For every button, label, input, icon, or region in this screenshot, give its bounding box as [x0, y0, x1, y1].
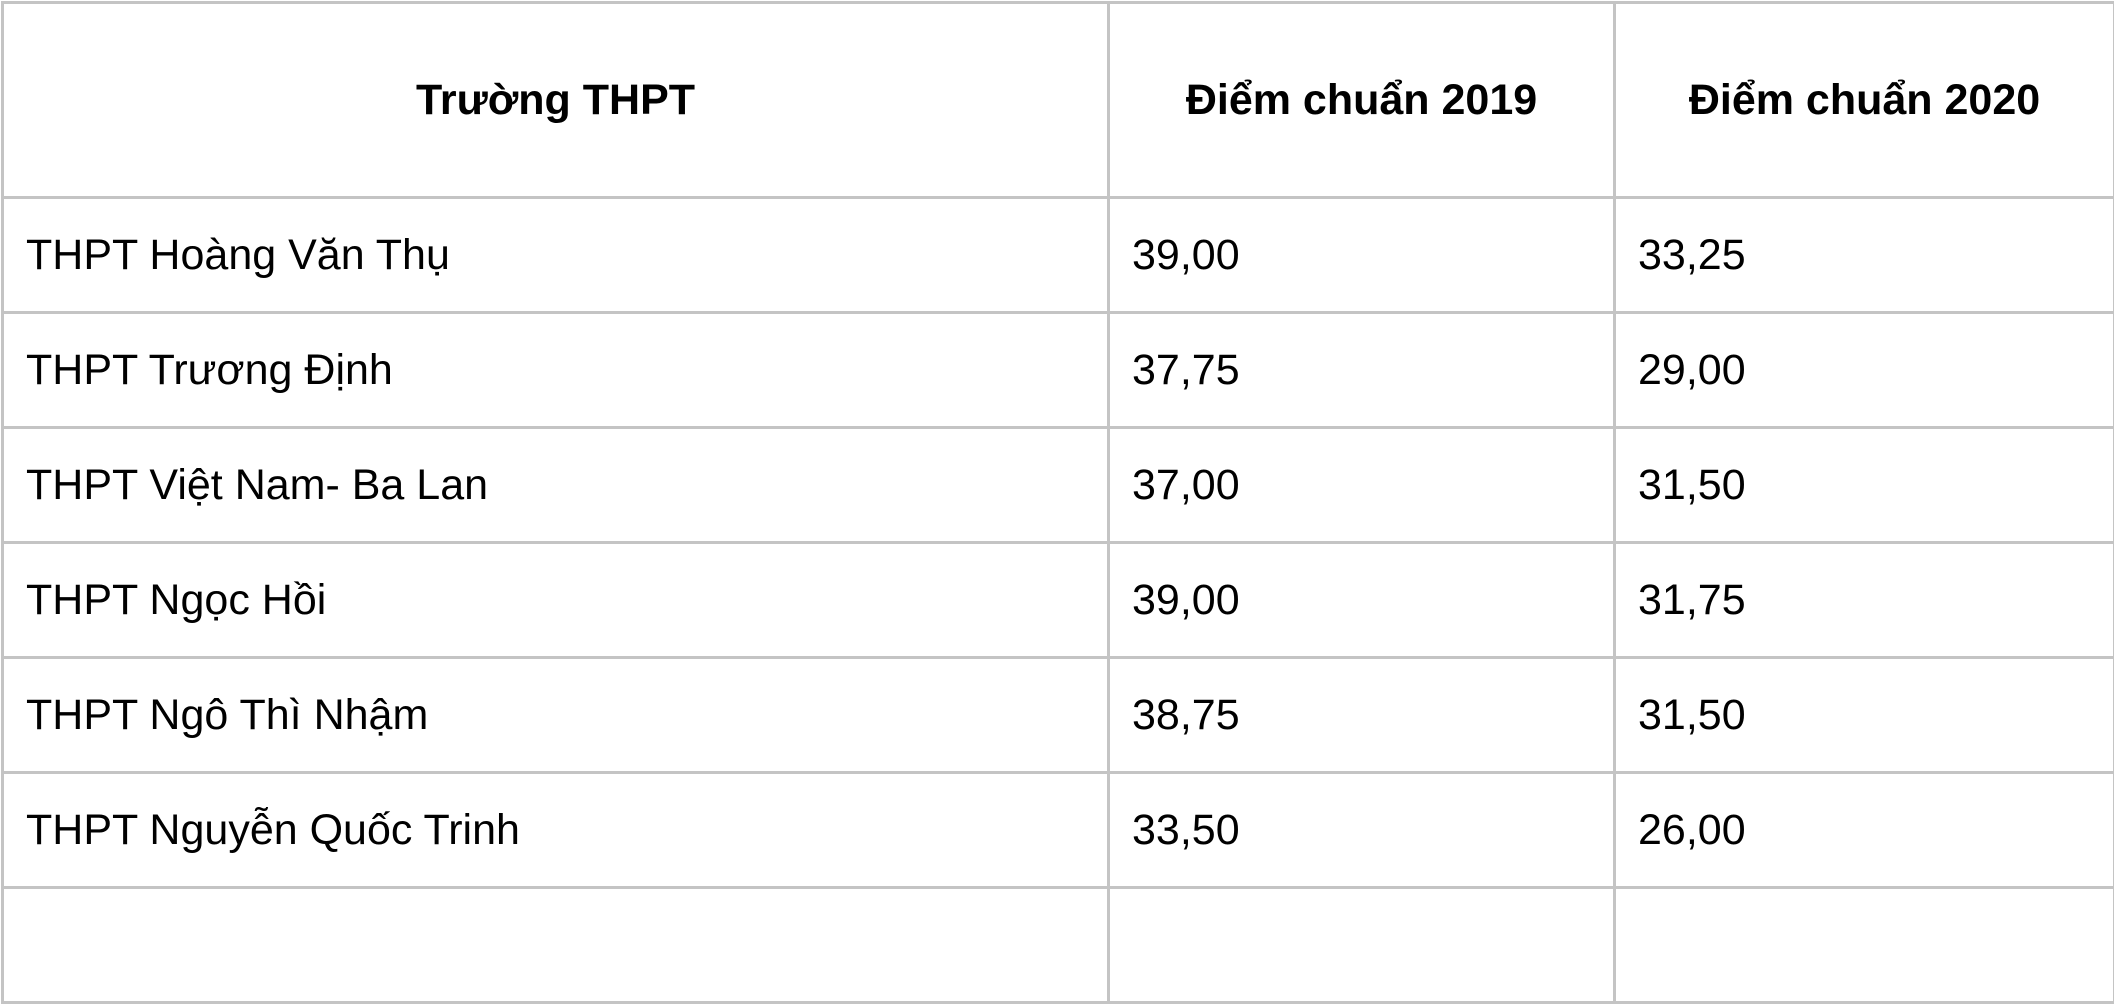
- empty-cell: [1615, 888, 2114, 1003]
- header-school: Trường THPT: [3, 3, 1109, 198]
- table-row: THPT Nguyễn Quốc Trinh 33,50 26,00: [3, 773, 2114, 888]
- table-row: THPT Việt Nam- Ba Lan 37,00 31,50: [3, 428, 2114, 543]
- score-2019: 33,50: [1109, 773, 1615, 888]
- score-2019: 38,75: [1109, 658, 1615, 773]
- score-2019: 37,75: [1109, 313, 1615, 428]
- score-2020: 29,00: [1615, 313, 2114, 428]
- score-2019: 39,00: [1109, 198, 1615, 313]
- score-2020: 31,50: [1615, 428, 2114, 543]
- score-2020: 31,50: [1615, 658, 2114, 773]
- school-name: THPT Hoàng Văn Thụ: [3, 198, 1109, 313]
- school-name: THPT Ngọc Hồi: [3, 543, 1109, 658]
- school-name: THPT Nguyễn Quốc Trinh: [3, 773, 1109, 888]
- score-2019: 39,00: [1109, 543, 1615, 658]
- table-row: THPT Ngọc Hồi 39,00 31,75: [3, 543, 2114, 658]
- header-row: Trường THPT Điểm chuẩn 2019 Điểm chuẩn 2…: [3, 3, 2114, 198]
- empty-cell: [3, 888, 1109, 1003]
- table-row: THPT Hoàng Văn Thụ 39,00 33,25: [3, 198, 2114, 313]
- school-name: THPT Việt Nam- Ba Lan: [3, 428, 1109, 543]
- header-score-2019: Điểm chuẩn 2019: [1109, 3, 1615, 198]
- school-name: THPT Trương Định: [3, 313, 1109, 428]
- school-name: THPT Ngô Thì Nhậm: [3, 658, 1109, 773]
- score-2020: 26,00: [1615, 773, 2114, 888]
- score-2020: 31,75: [1615, 543, 2114, 658]
- empty-cell: [1109, 888, 1615, 1003]
- table-row-partial: [3, 888, 2114, 1003]
- table-row: THPT Trương Định 37,75 29,00: [3, 313, 2114, 428]
- score-2019: 37,00: [1109, 428, 1615, 543]
- table-row: THPT Ngô Thì Nhậm 38,75 31,50: [3, 658, 2114, 773]
- header-score-2020: Điểm chuẩn 2020: [1615, 3, 2114, 198]
- score-2020: 33,25: [1615, 198, 2114, 313]
